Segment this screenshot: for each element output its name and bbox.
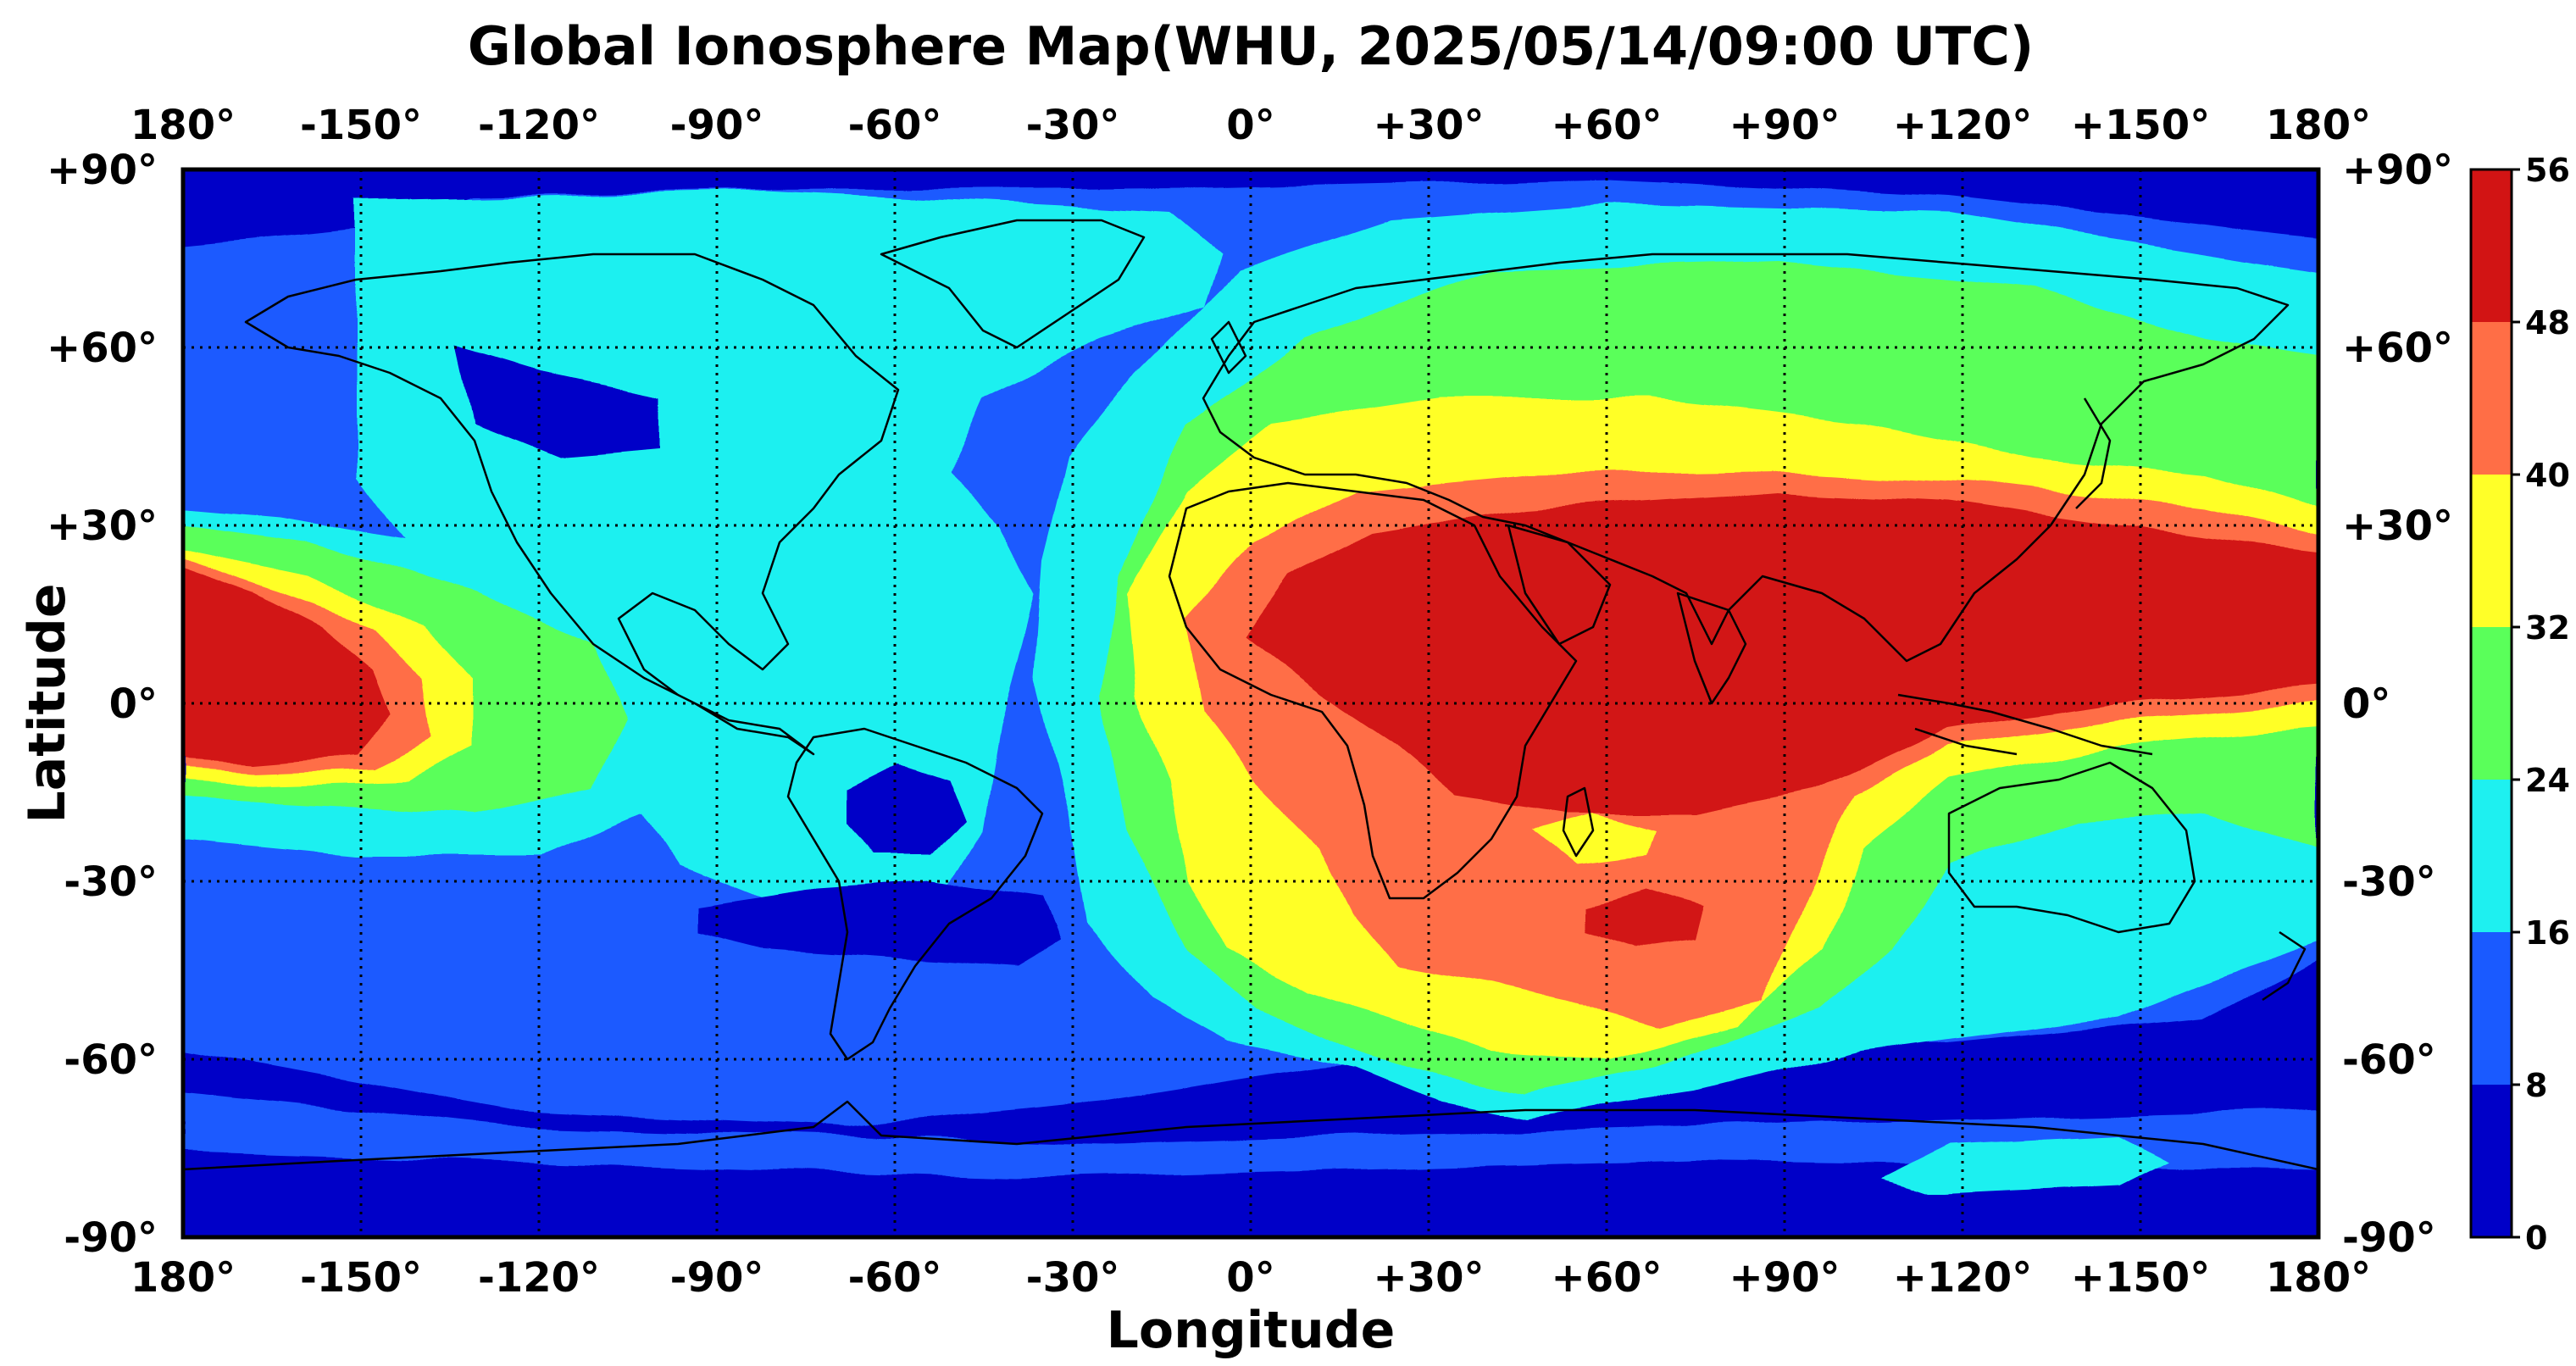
lon-ticks-top: 180° -150° -120° -90° -60° -30° 0° +30° +60° +90°… — [130, 102, 2371, 149]
colorbar-segment — [2471, 475, 2512, 627]
lon-tick-label-top: 0° — [1226, 102, 1274, 149]
tec-band-0-8 — [458, 347, 661, 458]
lon-tick-label-top: 180° — [2266, 102, 2371, 149]
colorbar-tick-label: 32 — [2525, 609, 2570, 647]
lon-tick-label-bottom: 180° — [2266, 1254, 2371, 1302]
lon-tick-label-top: +150° — [2071, 102, 2210, 149]
colorbar-tick-label: 8 — [2525, 1067, 2547, 1104]
lon-tick-label-top: -150° — [300, 102, 422, 149]
colorbar-segment — [2471, 627, 2512, 780]
lon-tick-label-bottom: -120° — [478, 1254, 600, 1302]
lat-tick-label-right: -90° — [2342, 1214, 2436, 1262]
colorbar-frame — [2469, 168, 2513, 1239]
lat-ticks-left: +90° +60° +30° 0° -30° -60° -90° — [47, 147, 158, 1262]
colorbar — [2469, 168, 2520, 1239]
tec-band-48-56 — [183, 568, 390, 763]
lat-tick-label-right: +90° — [2342, 147, 2453, 194]
lon-tick-label-top: -90° — [670, 102, 764, 149]
lat-tick-label-left: +60° — [47, 325, 158, 372]
lat-tick-label-left: 0° — [109, 680, 158, 728]
tec-band-16-24 — [1881, 1136, 2169, 1195]
lat-tick-label-right: -30° — [2342, 858, 2436, 906]
tec-band-16-24 — [356, 192, 1220, 924]
lat-ticks-right: +90° +60° +30° 0° -30° -60° -90° — [2342, 147, 2453, 1262]
colorbar-tick-label: 48 — [2525, 304, 2570, 342]
lat-tick-label-right: 0° — [2342, 680, 2390, 728]
lon-tick-label-bottom: -90° — [670, 1254, 764, 1302]
colorbar-tick-label: 40 — [2525, 457, 2570, 494]
lon-tick-label-bottom: +90° — [1729, 1254, 1840, 1302]
lon-tick-label-top: -30° — [1026, 102, 1120, 149]
tec-map — [183, 169, 2318, 1237]
colorbar-tick-label: 56 — [2525, 152, 2570, 189]
lon-tick-label-top: +90° — [1729, 102, 1840, 149]
tec-band-48-56 — [1585, 890, 1703, 949]
x-axis-label: Longitude — [1107, 1301, 1396, 1360]
graticule — [183, 169, 2318, 1237]
colorbar-tick-label: 24 — [2525, 762, 2570, 799]
lon-tick-label-top: -60° — [848, 102, 942, 149]
tec-band-8-16 — [183, 1093, 2318, 1178]
tec-band-0-8 — [847, 763, 966, 856]
colorbar-segment — [2471, 169, 2512, 322]
lon-tick-label-bottom: +120° — [1893, 1254, 2032, 1302]
colorbar-segment — [2471, 1085, 2512, 1237]
lon-tick-label-bottom: +30° — [1373, 1254, 1484, 1302]
colorbar-labels: 0 8 16 24 32 40 48 56 — [2525, 152, 2570, 1257]
lat-tick-label-right: -60° — [2342, 1036, 2436, 1084]
lon-tick-label-top: +120° — [1893, 102, 2032, 149]
lat-tick-label-right: +30° — [2342, 503, 2453, 550]
lon-tick-label-bottom: +60° — [1551, 1254, 1662, 1302]
colorbar-segment — [2471, 932, 2512, 1085]
lon-tick-label-top: +60° — [1551, 102, 1662, 149]
tec-band-0-8 — [695, 881, 1059, 966]
y-axis-label: Latitude — [18, 583, 77, 823]
lon-tick-label-bottom: 180° — [130, 1254, 236, 1302]
lon-tick-label-bottom: +150° — [2071, 1254, 2210, 1302]
lon-tick-label-top: -120° — [478, 102, 600, 149]
lat-tick-label-left: +30° — [47, 503, 158, 550]
colorbar-segment — [2471, 780, 2512, 932]
lat-tick-label-left: -60° — [64, 1036, 158, 1084]
lat-tick-label-left: +90° — [47, 147, 158, 194]
chart-title: Global Ionosphere Map(WHU, 2025/05/14/09… — [468, 15, 2034, 77]
map-frame — [180, 167, 2321, 1240]
colorbar-segment — [2471, 322, 2512, 475]
lon-tick-label-bottom: -60° — [848, 1254, 942, 1302]
lon-ticks-bottom: 180° -150° -120° -90° -60° -30° 0° +30° +60° +90°… — [130, 1254, 2371, 1302]
lat-tick-label-left: -30° — [64, 858, 158, 906]
colorbar-tick-label: 0 — [2525, 1219, 2547, 1257]
lat-tick-label-left: -90° — [64, 1214, 158, 1262]
lon-tick-label-top: +30° — [1373, 102, 1484, 149]
lon-tick-label-bottom: 0° — [1226, 1254, 1274, 1302]
lat-tick-label-right: +60° — [2342, 325, 2453, 372]
colorbar-tick-label: 16 — [2525, 914, 2570, 952]
lon-tick-label-top: 180° — [130, 102, 236, 149]
coastlines — [183, 219, 2318, 1171]
tec-band-48-56 — [1246, 491, 2318, 813]
lon-tick-label-bottom: -150° — [300, 1254, 422, 1302]
lon-tick-label-bottom: -30° — [1026, 1254, 1120, 1302]
